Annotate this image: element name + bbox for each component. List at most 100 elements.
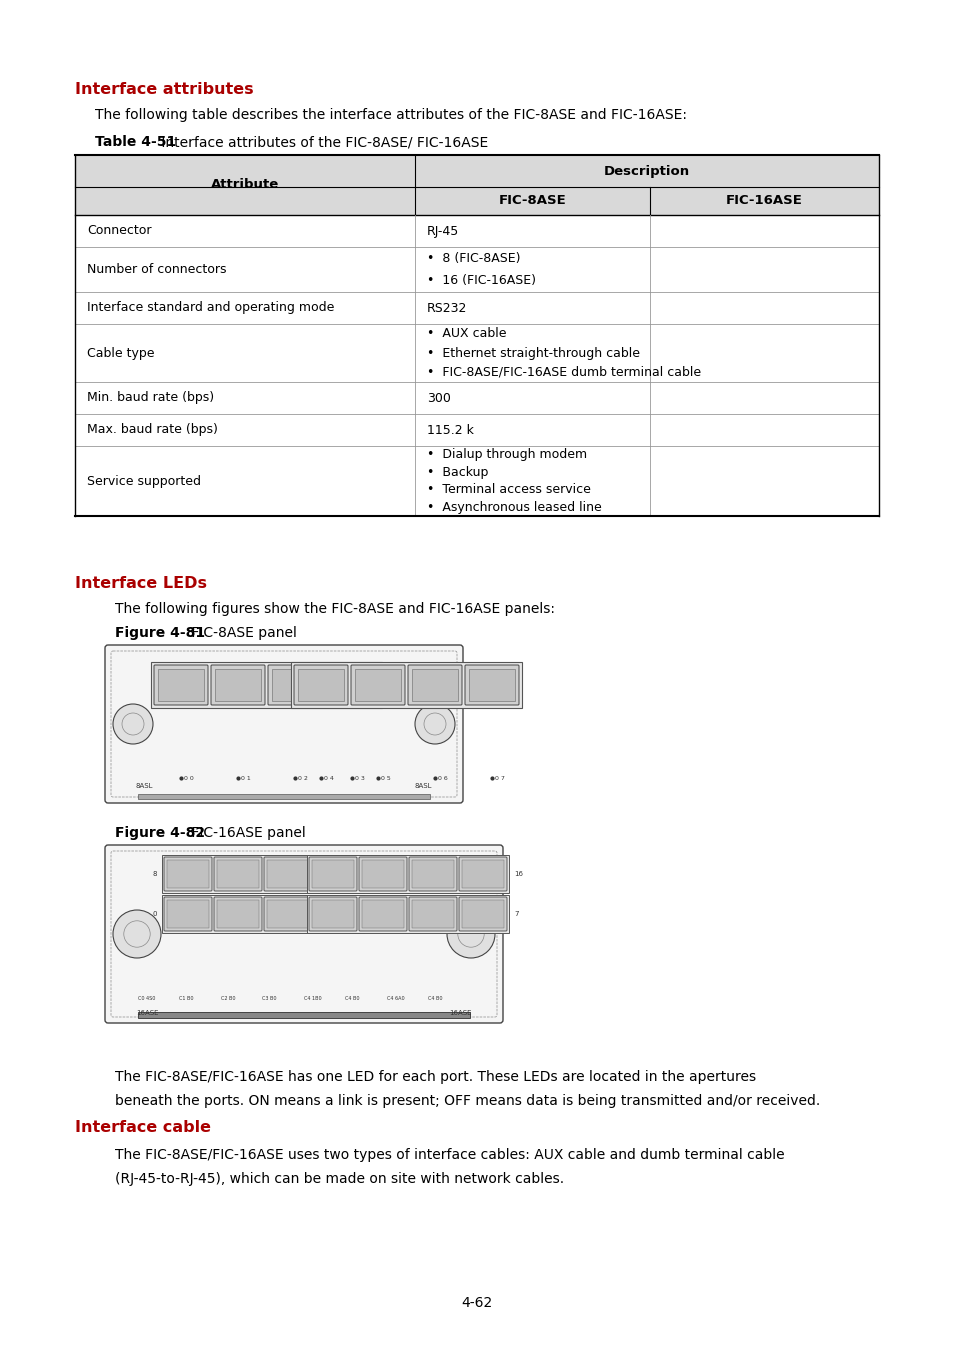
FancyBboxPatch shape xyxy=(325,666,378,705)
Text: •  Terminal access service: • Terminal access service xyxy=(427,483,590,497)
Text: 16: 16 xyxy=(514,871,522,878)
Circle shape xyxy=(415,703,455,744)
Bar xyxy=(461,860,503,888)
Bar xyxy=(307,895,509,933)
Text: 0 5: 0 5 xyxy=(380,775,391,780)
Bar xyxy=(267,860,309,888)
FancyBboxPatch shape xyxy=(309,857,356,891)
Bar xyxy=(272,670,317,701)
FancyBboxPatch shape xyxy=(351,666,405,705)
FancyBboxPatch shape xyxy=(213,896,262,932)
Bar xyxy=(267,900,309,927)
Text: •  Ethernet straight-through cable: • Ethernet straight-through cable xyxy=(427,347,639,359)
Bar xyxy=(361,900,403,927)
FancyBboxPatch shape xyxy=(264,896,312,932)
FancyBboxPatch shape xyxy=(105,645,462,803)
Text: Interface attributes: Interface attributes xyxy=(75,82,253,97)
Text: RJ-45: RJ-45 xyxy=(427,224,458,238)
Text: Min. baud rate (bps): Min. baud rate (bps) xyxy=(87,392,213,405)
Text: •  8 (FIC-8ASE): • 8 (FIC-8ASE) xyxy=(427,251,520,265)
Text: FIC-16ASE: FIC-16ASE xyxy=(725,194,802,208)
Text: 7: 7 xyxy=(514,911,518,917)
Text: C0 4S0: C0 4S0 xyxy=(138,996,155,1000)
Text: Interface LEDs: Interface LEDs xyxy=(75,576,207,591)
FancyBboxPatch shape xyxy=(309,896,356,932)
Circle shape xyxy=(112,703,152,744)
FancyBboxPatch shape xyxy=(314,896,361,932)
FancyBboxPatch shape xyxy=(458,896,506,932)
Bar xyxy=(216,860,258,888)
FancyBboxPatch shape xyxy=(213,857,262,891)
Text: 0 7: 0 7 xyxy=(495,775,504,780)
Text: 0 6: 0 6 xyxy=(437,775,447,780)
Text: 0 2: 0 2 xyxy=(297,775,308,780)
Text: Service supported: Service supported xyxy=(87,474,201,487)
Text: •  AUX cable: • AUX cable xyxy=(427,327,506,340)
Bar xyxy=(412,860,454,888)
FancyBboxPatch shape xyxy=(409,896,456,932)
Text: •  Asynchronous leased line: • Asynchronous leased line xyxy=(427,501,601,514)
FancyBboxPatch shape xyxy=(211,666,265,705)
Text: Attribute: Attribute xyxy=(211,178,279,192)
Bar xyxy=(162,895,364,933)
Text: beneath the ports. ON means a link is present; OFF means data is being transmitt: beneath the ports. ON means a link is pr… xyxy=(115,1094,820,1108)
Text: •  16 (FIC-16ASE): • 16 (FIC-16ASE) xyxy=(427,274,536,288)
FancyBboxPatch shape xyxy=(409,857,456,891)
Bar xyxy=(214,670,261,701)
Text: (RJ-45-to-RJ-45), which can be made on site with network cables.: (RJ-45-to-RJ-45), which can be made on s… xyxy=(115,1172,563,1187)
Bar xyxy=(291,662,521,707)
FancyBboxPatch shape xyxy=(408,666,461,705)
Circle shape xyxy=(112,910,161,958)
Text: Interface attributes of the FIC-8ASE/ FIC-16ASE: Interface attributes of the FIC-8ASE/ FI… xyxy=(157,135,488,148)
Text: The FIC-8ASE/FIC-16ASE has one LED for each port. These LEDs are located in the : The FIC-8ASE/FIC-16ASE has one LED for e… xyxy=(115,1071,756,1084)
Text: Interface cable: Interface cable xyxy=(75,1120,211,1135)
Bar xyxy=(329,670,375,701)
Text: Table 4-51: Table 4-51 xyxy=(95,135,176,148)
FancyBboxPatch shape xyxy=(264,857,312,891)
Bar xyxy=(412,670,457,701)
FancyBboxPatch shape xyxy=(294,666,348,705)
FancyBboxPatch shape xyxy=(164,857,212,891)
Bar xyxy=(316,900,358,927)
Text: Interface standard and operating mode: Interface standard and operating mode xyxy=(87,301,334,315)
Text: 0 1: 0 1 xyxy=(241,775,251,780)
Bar xyxy=(151,662,381,707)
Text: •  FIC-8ASE/FIC-16ASE dumb terminal cable: • FIC-8ASE/FIC-16ASE dumb terminal cable xyxy=(427,366,700,379)
Text: 16ASE: 16ASE xyxy=(449,1010,472,1017)
Bar xyxy=(355,670,400,701)
Text: C2 B0: C2 B0 xyxy=(221,996,235,1000)
Bar xyxy=(297,670,344,701)
Bar xyxy=(312,860,354,888)
FancyBboxPatch shape xyxy=(464,666,518,705)
Text: 0 0: 0 0 xyxy=(184,775,193,780)
Text: •  Backup: • Backup xyxy=(427,466,488,479)
FancyBboxPatch shape xyxy=(358,857,407,891)
Text: C4 1B0: C4 1B0 xyxy=(304,996,321,1000)
Text: RS232: RS232 xyxy=(427,301,467,315)
Bar xyxy=(316,860,358,888)
Bar xyxy=(461,900,503,927)
Text: C4 B0: C4 B0 xyxy=(428,996,442,1000)
Text: Figure 4-82: Figure 4-82 xyxy=(115,826,205,840)
Bar xyxy=(307,855,509,892)
Bar xyxy=(167,860,209,888)
Bar xyxy=(75,155,878,215)
Text: 0 4: 0 4 xyxy=(324,775,334,780)
Text: Cable type: Cable type xyxy=(87,347,154,359)
Text: 8ASL: 8ASL xyxy=(136,783,153,788)
Text: 0 3: 0 3 xyxy=(355,775,364,780)
Text: 4-62: 4-62 xyxy=(461,1296,492,1310)
FancyBboxPatch shape xyxy=(358,896,407,932)
FancyBboxPatch shape xyxy=(105,845,502,1023)
Bar xyxy=(158,670,204,701)
Text: Description: Description xyxy=(603,165,689,177)
FancyBboxPatch shape xyxy=(268,666,322,705)
Bar xyxy=(361,860,403,888)
Text: Figure 4-81: Figure 4-81 xyxy=(115,626,205,640)
Text: FIC-16ASE panel: FIC-16ASE panel xyxy=(187,826,305,840)
Bar xyxy=(216,900,258,927)
Text: Max. baud rate (bps): Max. baud rate (bps) xyxy=(87,424,217,436)
Text: 8ASL: 8ASL xyxy=(414,783,432,788)
Text: 300: 300 xyxy=(427,392,451,405)
Bar xyxy=(412,900,454,927)
